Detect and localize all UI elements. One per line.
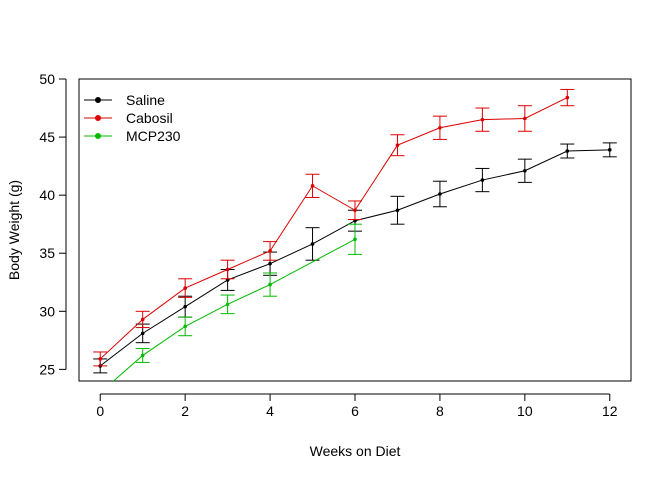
x-tick-label: 8 bbox=[436, 403, 444, 419]
data-point-cabosil bbox=[140, 317, 145, 322]
legend-marker-cabosil bbox=[95, 115, 101, 121]
legend-item-saline: Saline bbox=[84, 92, 165, 108]
data-point-cabosil bbox=[480, 117, 485, 122]
data-point-saline bbox=[565, 149, 570, 153]
legend-marker-saline bbox=[95, 97, 101, 103]
series-cabosil bbox=[93, 88, 575, 367]
data-point-cabosil bbox=[268, 249, 272, 253]
data-point-saline bbox=[438, 192, 442, 196]
legend-label-mcp230: MCP230 bbox=[126, 128, 181, 144]
data-point-cabosil bbox=[98, 357, 103, 361]
data-point-mcp230 bbox=[183, 324, 187, 329]
legend-label-saline: Saline bbox=[126, 92, 165, 108]
data-point-cabosil bbox=[183, 286, 187, 290]
series-saline bbox=[93, 142, 617, 374]
y-tick-label: 35 bbox=[39, 245, 55, 261]
data-point-cabosil bbox=[523, 116, 527, 121]
data-point-cabosil bbox=[565, 95, 570, 100]
data-point-saline bbox=[523, 168, 527, 173]
data-point-mcp230 bbox=[353, 237, 357, 242]
x-tick-label: 4 bbox=[266, 403, 274, 419]
y-axis: 25 30 35 40 45 50 bbox=[39, 71, 67, 377]
plot-frame bbox=[78, 78, 632, 382]
data-point-mcp230 bbox=[140, 353, 145, 358]
data-point-saline bbox=[395, 208, 400, 213]
x-tick-label: 10 bbox=[517, 403, 533, 419]
data-point-saline bbox=[268, 261, 272, 266]
legend: Saline Cabosil MCP230 bbox=[84, 92, 181, 144]
y-tick-label: 30 bbox=[39, 303, 55, 319]
legend-item-mcp230: MCP230 bbox=[84, 128, 181, 144]
plot-area bbox=[93, 88, 617, 381]
y-tick-label: 50 bbox=[39, 71, 55, 87]
data-point-saline bbox=[183, 304, 187, 309]
x-axis: 0 2 4 6 8 10 12 bbox=[96, 393, 618, 419]
data-point-cabosil bbox=[438, 125, 442, 130]
y-axis-title: Body Weight (g) bbox=[6, 180, 22, 280]
data-point-cabosil bbox=[353, 208, 357, 213]
data-point-cabosil bbox=[225, 267, 230, 272]
x-axis-title: Weeks on Diet bbox=[310, 443, 401, 459]
data-point-saline bbox=[140, 331, 145, 336]
x-tick-label: 6 bbox=[351, 403, 359, 419]
series-line-saline bbox=[99, 149, 610, 367]
x-tick-label: 12 bbox=[602, 403, 618, 419]
x-tick-label: 0 bbox=[96, 403, 104, 419]
data-point-cabosil bbox=[310, 184, 315, 188]
data-point-saline bbox=[310, 242, 315, 246]
data-point-saline bbox=[480, 178, 485, 182]
y-tick-label: 40 bbox=[39, 187, 55, 203]
y-tick-label: 25 bbox=[39, 361, 55, 377]
data-point-mcp230 bbox=[268, 282, 272, 287]
x-tick-label: 2 bbox=[181, 403, 189, 419]
series-line-mcp230 bbox=[112, 238, 356, 381]
data-point-saline bbox=[607, 148, 612, 152]
data-point-cabosil bbox=[395, 143, 400, 148]
series-line-cabosil bbox=[99, 97, 568, 360]
series-mcp230 bbox=[112, 223, 362, 381]
legend-marker-mcp230 bbox=[95, 133, 101, 139]
y-tick-label: 45 bbox=[39, 129, 55, 145]
data-point-mcp230 bbox=[225, 302, 230, 307]
legend-item-cabosil: Cabosil bbox=[84, 110, 173, 126]
legend-label-cabosil: Cabosil bbox=[126, 110, 173, 126]
